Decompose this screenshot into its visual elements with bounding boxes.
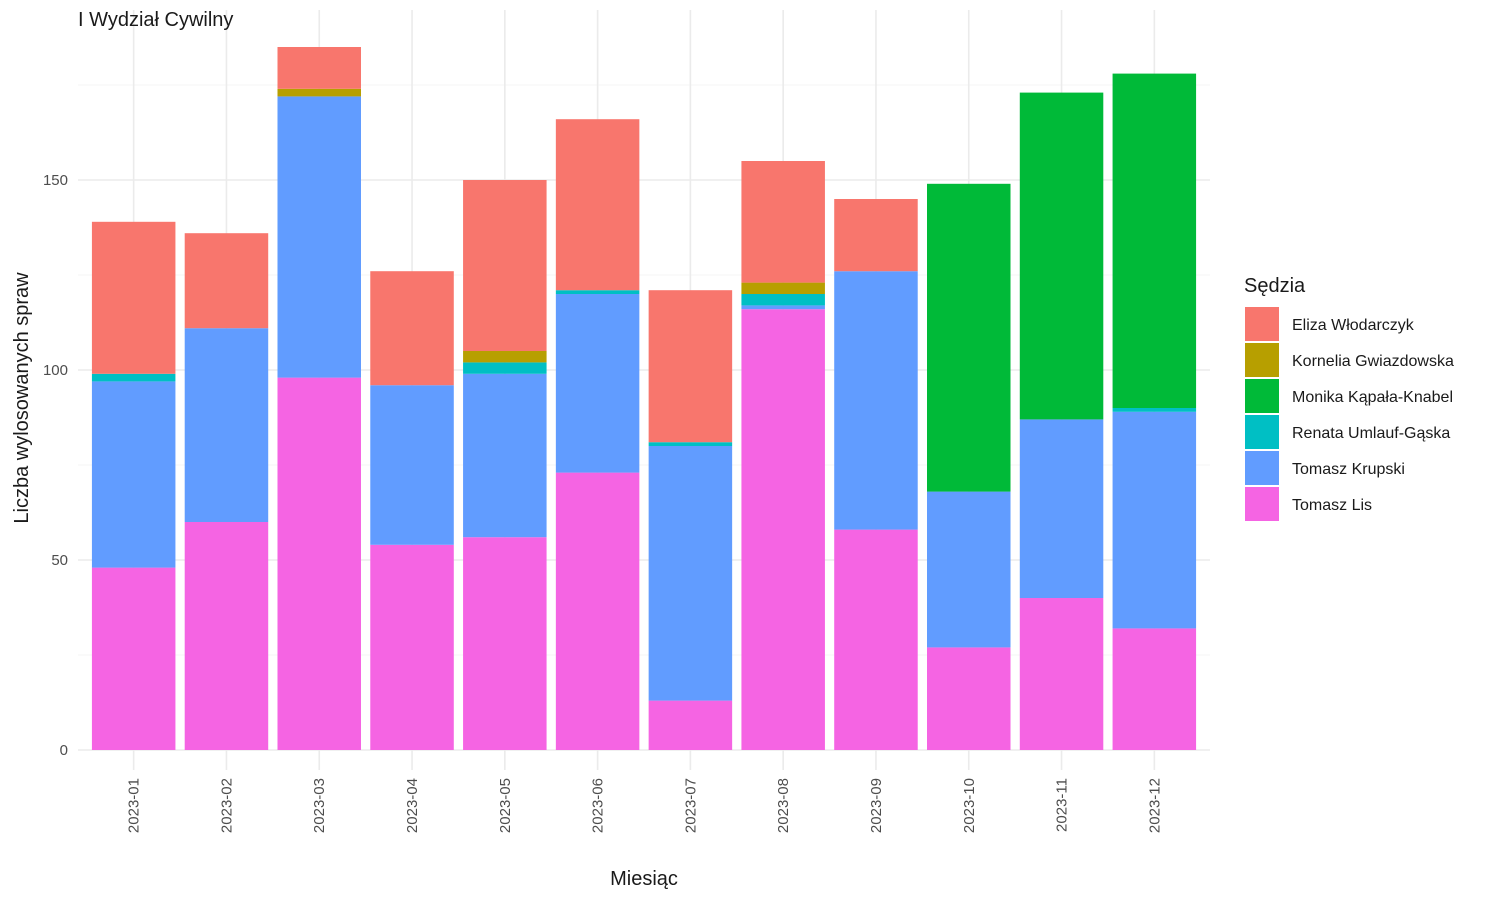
bars-layer: [91, 47, 1197, 750]
bar-segment: [463, 362, 547, 374]
bar-segment: [370, 385, 454, 545]
bar-segment: [741, 294, 825, 306]
bar-segment: [1112, 73, 1197, 408]
bar-segment: [834, 271, 918, 530]
bar-segment: [370, 271, 454, 386]
legend-swatch: [1245, 415, 1279, 449]
bar-segment: [927, 491, 1011, 648]
bar-segment: [184, 328, 269, 522]
x-tick-label: 2023-05: [497, 778, 514, 833]
legend-swatch: [1245, 379, 1279, 413]
chart-title: I Wydział Cywilny: [78, 9, 233, 31]
x-tick-label: 2023-06: [590, 778, 607, 833]
bar-segment: [648, 700, 733, 750]
x-tick-label: 2023-02: [218, 778, 235, 833]
bar-segment: [91, 373, 176, 382]
bar-segment: [648, 446, 733, 701]
bar-segment: [277, 88, 361, 97]
bar-segment: [463, 180, 547, 351]
legend-label: Monika Kąpała-Knabel: [1292, 389, 1453, 406]
bar-segment: [927, 647, 1011, 750]
legend-swatch: [1245, 307, 1279, 341]
bar-segment: [1019, 419, 1104, 598]
x-tick-label: 2023-11: [1054, 778, 1071, 832]
bar-segment: [91, 381, 176, 568]
x-tick-label: 2023-01: [126, 778, 143, 833]
bar-segment: [555, 294, 640, 473]
bar-segment: [555, 119, 640, 291]
y-tick-label: 50: [51, 552, 68, 569]
legend-swatch: [1245, 487, 1279, 521]
x-tick-label: 2023-07: [682, 778, 699, 833]
bar-segment: [741, 282, 825, 294]
bar-segment: [277, 377, 361, 750]
x-axis-title: Miesiąc: [610, 868, 678, 890]
bar-segment: [184, 522, 269, 750]
axis-layer: 0 50 100 150 2023-01 2023-02 2023-03 2023-04 202…: [43, 172, 1163, 833]
bar-segment: [1112, 628, 1197, 750]
legend-label: Tomasz Krupski: [1292, 461, 1405, 478]
x-tick-label: 2023-10: [961, 778, 978, 833]
legend: Eliza Włodarczyk Kornelia Gwiazdowska Moni…: [1245, 307, 1454, 521]
legend-label: Kornelia Gwiazdowska: [1292, 353, 1454, 370]
bar-segment: [1019, 598, 1104, 750]
bar-segment: [463, 537, 547, 750]
y-axis-title: Liczba wylosowanych spraw: [11, 272, 33, 524]
x-tick-label: 2023-03: [311, 778, 328, 833]
x-tick-label: 2023-09: [868, 778, 885, 833]
x-tick-label: 2023-08: [775, 778, 792, 833]
bar-segment: [463, 373, 547, 538]
x-tick-label: 2023-12: [1146, 778, 1163, 833]
bar-segment: [834, 529, 918, 750]
bar-segment: [927, 183, 1011, 492]
bar-segment: [91, 221, 176, 374]
y-tick-label: 0: [60, 742, 68, 759]
bar-segment: [555, 472, 640, 750]
legend-title: Sędzia: [1244, 275, 1306, 297]
bar-segment: [463, 351, 547, 363]
legend-swatch: [1245, 343, 1279, 377]
legend-label: Renata Umlauf-Gąska: [1292, 425, 1450, 442]
bar-segment: [741, 305, 825, 310]
legend-label: Tomasz Lis: [1292, 497, 1372, 514]
legend-label: Eliza Włodarczyk: [1292, 317, 1415, 334]
bar-segment: [741, 161, 825, 283]
bar-segment: [741, 309, 825, 750]
x-tick-label: 2023-04: [404, 778, 421, 833]
bar-segment: [370, 544, 454, 750]
bar-segment: [648, 442, 733, 446]
legend-swatch: [1245, 451, 1279, 485]
bar-segment: [91, 567, 176, 750]
bar-segment: [648, 290, 733, 443]
y-tick-label: 100: [43, 362, 68, 379]
bar-segment: [1019, 92, 1104, 420]
bar-segment: [555, 290, 640, 294]
bar-segment: [277, 47, 361, 89]
bar-segment: [277, 96, 361, 378]
bar-segment: [834, 199, 918, 272]
bar-segment: [1112, 411, 1197, 629]
y-tick-label: 150: [43, 172, 68, 189]
bar-segment: [1112, 408, 1197, 412]
bar-segment: [184, 233, 269, 329]
